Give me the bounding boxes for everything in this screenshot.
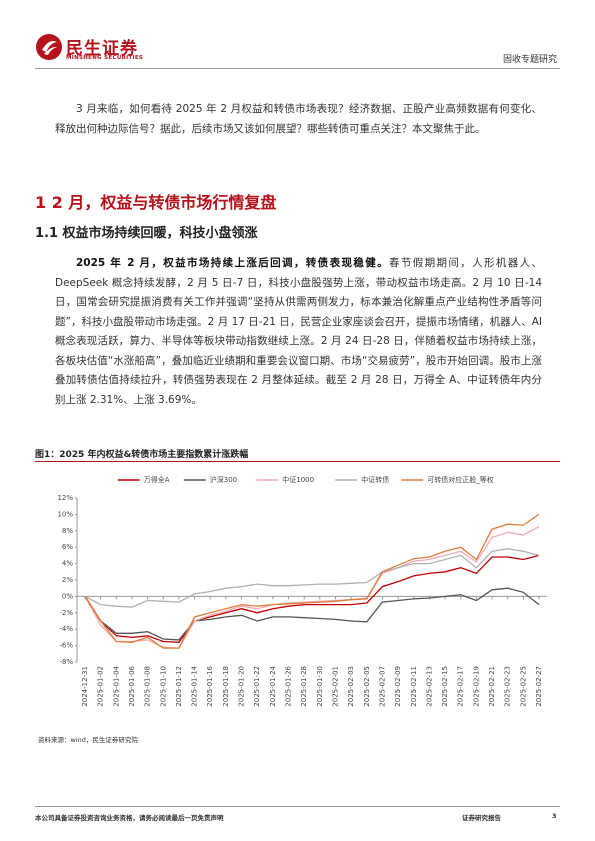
chart: -8% -6% -4% -2% 0% 2% 4% 6% 8% 10% 12% 2024-12-31 20… (57, 475, 547, 707)
y-tick-label: -4% (59, 625, 73, 633)
series-line (84, 554, 540, 643)
x-tick-label: 2025-01-08 (144, 666, 152, 707)
y-tick-label: 8% (62, 527, 73, 535)
series-line (84, 513, 540, 649)
figure-source: 资料来源：wind，民生证券研究院 (38, 736, 138, 744)
x-tick-label: 2025-01-16 (206, 665, 214, 706)
footer-rule (35, 806, 560, 807)
y-tick-label: 2% (62, 576, 73, 584)
x-tick-label: 2025-02-11 (410, 666, 418, 707)
x-tick-label: 2025-02-17 (457, 666, 465, 707)
x-tick-label: 2025-01-24 (269, 665, 277, 706)
x-tick-label: 2025-02-13 (425, 666, 433, 707)
x-tick-label: 2025-01-18 (222, 666, 230, 707)
legend-label: 沪深300 (210, 475, 237, 484)
x-tick-label: 2025-02-09 (394, 666, 402, 707)
x-tick-label: 2025-02-01 (331, 666, 339, 707)
x-tick-label: 2025-02-05 (363, 666, 371, 707)
series-line (84, 526, 540, 649)
footer-label: 证券研究报告 (462, 814, 501, 822)
legend-label: 中证1000 (282, 475, 314, 484)
intro-paragraph: 3 月来临，如何看待 2025 年 2 月权益和转债市场表现？经济数据、正股产业… (55, 103, 542, 135)
section-label: 固收专题研究 (502, 55, 557, 65)
x-tick-label: 2025-02-07 (378, 666, 386, 707)
x-tick-label: 2025-02-19 (472, 666, 480, 707)
x-tick-label: 2025-02-25 (519, 666, 527, 707)
page-number: 3 (552, 812, 557, 820)
x-tick-label: 2025-02-15 (441, 666, 449, 707)
y-tick-label: 12% (57, 494, 73, 502)
logo-icon (36, 34, 62, 60)
x-tick-label: 2025-01-06 (128, 665, 136, 706)
x-tick-label: 2025-01-10 (159, 666, 167, 707)
x-tick-label: 2025-01-14 (191, 665, 199, 706)
x-tick-label: 2024-12-31 (81, 666, 89, 707)
x-tick-label: 2025-01-30 (316, 666, 324, 707)
y-tick-label: 6% (62, 543, 73, 551)
x-tick-label: 2025-01-04 (112, 665, 120, 706)
heading: 1 2 月，权益与转债市场行情复盘 (35, 193, 277, 212)
legend-label: 可转债对应正股_等权 (427, 475, 494, 484)
body-lead: 2025 年 2 月，权益市场持续上涨后回调，转债表现稳健。 (76, 257, 389, 269)
legend-label: 万得全A (144, 475, 170, 484)
x-tick-label: 2025-01-22 (253, 666, 261, 707)
x-tick-label: 2025-01-20 (238, 666, 246, 707)
x-tick-label: 2025-02-03 (347, 666, 355, 707)
body-text: 春节假期期间，人形机器人、DeepSeek 概念持续发酵，2 月 5 日-7 日… (55, 257, 543, 406)
x-tick-label: 2025-02-27 (535, 666, 543, 707)
y-tick-label: -2% (59, 609, 73, 617)
footer-disclaimer: 本公司具备证券投资咨询业务资格，请务必阅读最后一页免责声明 (35, 814, 224, 822)
series-line (84, 548, 540, 608)
caption-rule (35, 461, 560, 462)
brand-en: MINSHENG SECURITIES (66, 55, 144, 61)
x-tick-label: 2025-01-12 (175, 666, 183, 707)
y-tick-label: -8% (59, 658, 73, 666)
header-rule (35, 68, 560, 69)
body-paragraph: 2025 年 2 月，权益市场持续上涨后回调，转债表现稳健。春节假期期间，人形机… (55, 254, 542, 410)
figure-caption: 图1：2025 年内权益&转债市场主要指数累计涨跌幅 (35, 450, 249, 460)
legend-label: 中证转债 (361, 475, 389, 484)
x-tick-label: 2025-01-28 (300, 666, 308, 707)
brand: 民生证券 (66, 39, 138, 59)
y-tick-label: 10% (57, 510, 73, 518)
series-line (84, 587, 540, 641)
subheading: 1.1 权益市场持续回暖，科技小盘领涨 (35, 226, 258, 241)
x-tick-label: 2025-02-21 (488, 666, 496, 707)
y-tick-label: -6% (59, 642, 73, 650)
x-tick-label: 2025-02-23 (504, 666, 512, 707)
x-tick-label: 2025-01-26 (285, 665, 293, 706)
y-tick-label: 0% (62, 592, 73, 600)
x-tick-label: 2025-01-02 (97, 666, 105, 707)
y-tick-label: 4% (62, 560, 73, 568)
